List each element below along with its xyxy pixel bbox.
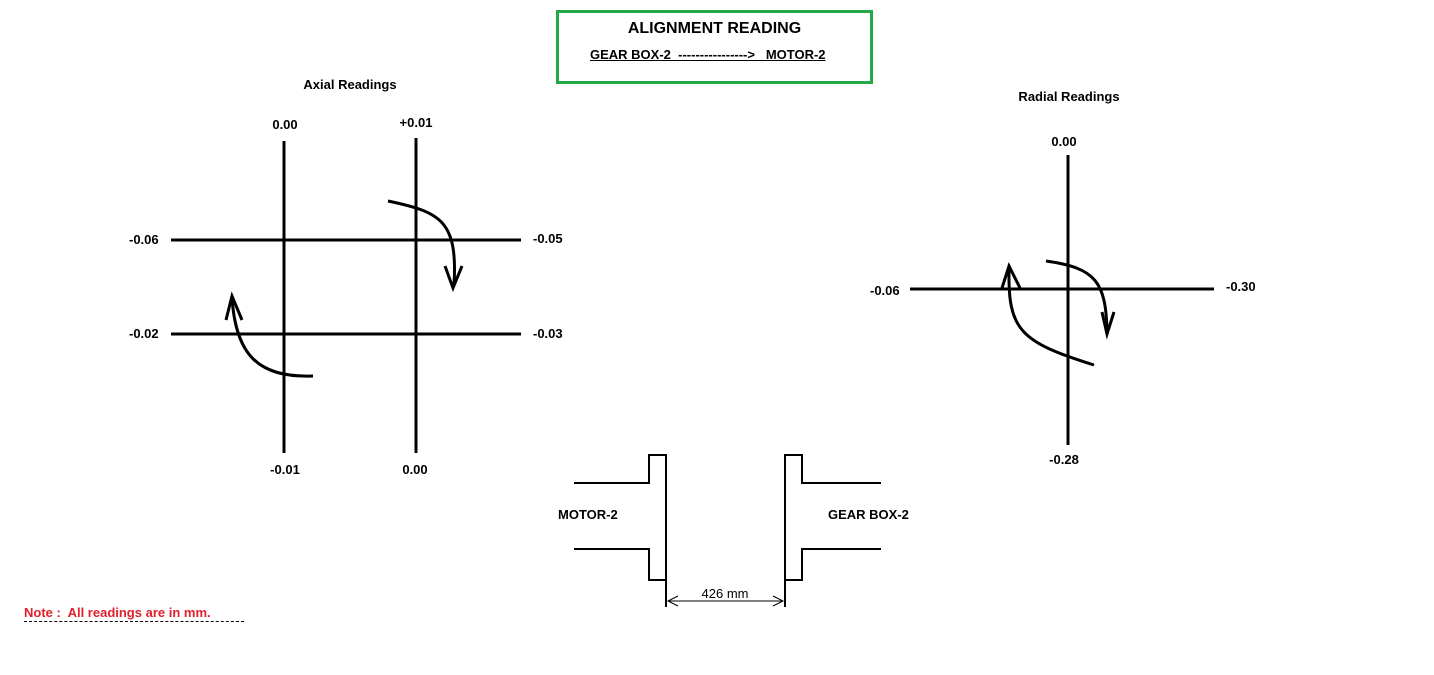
radial-top-value: 0.00	[1051, 134, 1077, 149]
axial-arrowhead-counterclockwise	[224, 291, 244, 321]
axial-arrow-counterclockwise	[230, 297, 314, 378]
note-text: Note : All readings are in mm.	[24, 605, 244, 622]
gearbox-label: GEAR BOX-2	[828, 507, 909, 522]
gap-arrowhead-left	[666, 595, 679, 607]
motor-shaft-bottom	[574, 548, 666, 581]
radial-heading: Radial Readings	[1018, 89, 1120, 104]
axial-left-bottom-value: -0.02	[129, 326, 159, 341]
radial-bottom-value: -0.28	[1049, 452, 1079, 467]
axial-right-bottom-value: -0.03	[533, 326, 563, 341]
gap-arrowhead-right	[772, 595, 785, 607]
radial-arrow-clockwise	[1045, 259, 1109, 333]
radial-left-value: -0.06	[870, 283, 900, 298]
axial-left-top-value: -0.06	[129, 232, 159, 247]
radial-arrowhead-counterclockwise	[1000, 262, 1022, 289]
gearbox-shaft-outline	[784, 454, 881, 607]
axial-bottom-left-value: -0.01	[270, 462, 300, 477]
page-subtitle: GEAR BOX-2 ----------------> MOTOR-2	[590, 47, 826, 62]
axial-bottom-right-value: 0.00	[402, 462, 428, 477]
axial-arrow-clockwise	[387, 199, 457, 286]
radial-arrow-counterclockwise	[1007, 269, 1095, 367]
axial-right-top-value: -0.05	[533, 231, 563, 246]
title-box: ALIGNMENT READING GEAR BOX-2 -----------…	[556, 10, 873, 84]
radial-arrowhead-clockwise	[1100, 311, 1116, 340]
gearbox-shaft-bottom	[785, 548, 881, 581]
axial-arrowhead-clockwise	[443, 265, 464, 293]
radial-right-value: -0.30	[1226, 279, 1256, 294]
motor-label: MOTOR-2	[558, 507, 618, 522]
axial-top-left-value: 0.00	[272, 117, 298, 132]
axial-heading: Axial Readings	[303, 77, 397, 92]
motor-shaft-outline	[574, 454, 667, 607]
axial-top-right-value: +0.01	[399, 115, 433, 130]
page-title: ALIGNMENT READING	[627, 20, 802, 37]
gap-dimension-label: 426 mm	[701, 586, 749, 601]
